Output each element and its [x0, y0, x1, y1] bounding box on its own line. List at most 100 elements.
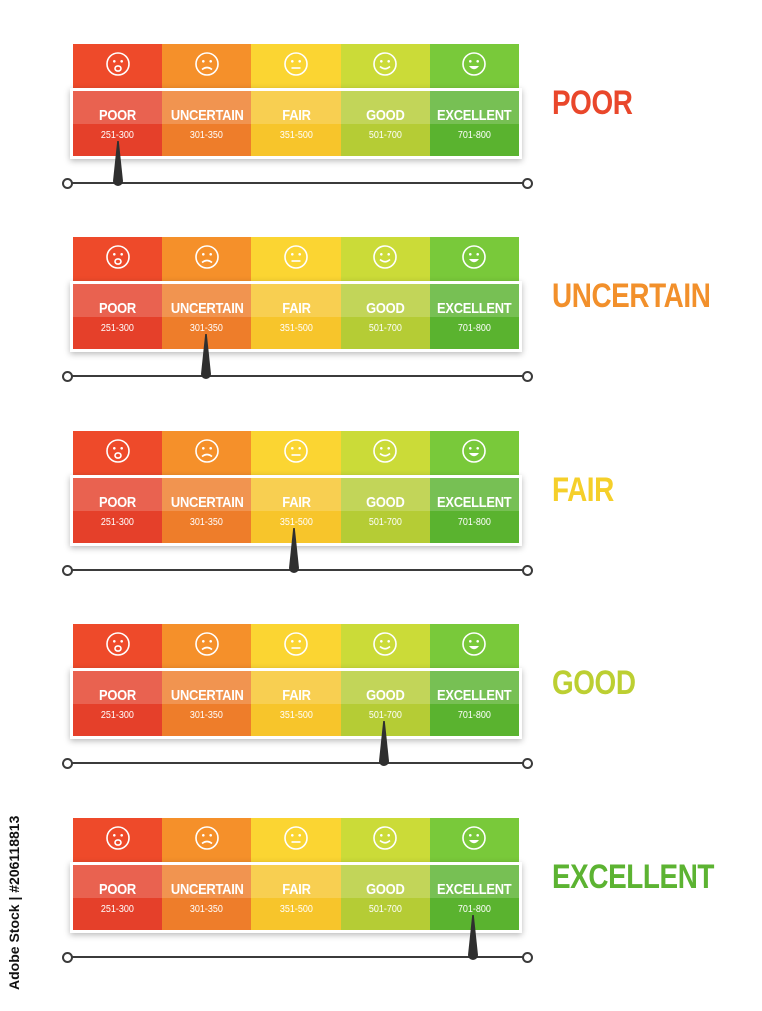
track-end-dot — [522, 952, 533, 963]
frown-face-icon — [194, 51, 220, 82]
face-row — [73, 44, 520, 88]
segment-fair: FAIR 351-500 — [251, 671, 341, 736]
segment-range: 251-300 — [101, 322, 135, 334]
segment-label: UNCERTAIN — [170, 880, 244, 898]
segment-label: FAIR — [281, 106, 311, 124]
segment-good: GOOD 501-700 — [340, 91, 430, 156]
segment-excellent: EXCELLENT 701-800 — [429, 671, 520, 736]
track-end-dot — [62, 952, 73, 963]
segment-range: 251-300 — [101, 903, 135, 915]
face-cell — [162, 818, 252, 862]
face-cell — [340, 431, 430, 475]
needle-icon — [377, 721, 391, 769]
segment-label: UNCERTAIN — [170, 686, 244, 704]
smile-face-icon — [372, 631, 398, 662]
segment-label: GOOD — [366, 299, 405, 317]
worried-face-icon — [105, 244, 131, 275]
segment-poor: POOR 251-300 — [73, 865, 163, 930]
segment-range: 701-800 — [457, 129, 491, 141]
track-end-dot — [522, 565, 533, 576]
segment-range: 501-700 — [368, 516, 402, 528]
face-cell — [73, 624, 163, 668]
segment-label: EXCELLENT — [437, 106, 512, 124]
grin-face-icon — [461, 631, 487, 662]
segment-range: 251-300 — [101, 129, 135, 141]
face-cell — [73, 237, 163, 281]
face-cell — [162, 237, 252, 281]
segment-range: 351-500 — [279, 709, 313, 721]
needle-icon — [111, 141, 125, 189]
segment-label: FAIR — [281, 493, 311, 511]
segment-uncertain: UNCERTAIN 301-350 — [162, 284, 252, 349]
segment-label: FAIR — [281, 686, 311, 704]
face-row — [73, 237, 520, 281]
segment-poor: POOR 251-300 — [73, 284, 163, 349]
grin-face-icon — [461, 438, 487, 469]
face-cell — [340, 237, 430, 281]
segment-label: EXCELLENT — [437, 299, 512, 317]
smile-face-icon — [372, 825, 398, 856]
segment-label: EXCELLENT — [437, 493, 512, 511]
smile-face-icon — [372, 51, 398, 82]
segment-label: POOR — [99, 299, 137, 317]
grin-face-icon — [461, 825, 487, 856]
needle-track — [64, 762, 528, 764]
neutral-face-icon — [283, 825, 309, 856]
track-end-dot — [62, 565, 73, 576]
segment-range: 501-700 — [368, 129, 402, 141]
face-cell — [429, 431, 520, 475]
segment-range: 701-800 — [457, 709, 491, 721]
segment-uncertain: UNCERTAIN 301-350 — [162, 91, 252, 156]
face-row — [73, 818, 520, 862]
face-cell — [340, 44, 430, 88]
segment-fair: FAIR 351-500 — [251, 478, 341, 543]
score-bar: POOR 251-300 UNCERTAIN 301-350 FAIR 351-500 GO… — [70, 668, 522, 739]
segment-range: 301-350 — [190, 709, 224, 721]
segment-poor: POOR 251-300 — [73, 671, 163, 736]
segment-label: FAIR — [281, 299, 311, 317]
segment-excellent: EXCELLENT 701-800 — [429, 865, 520, 930]
segment-range: 351-500 — [279, 129, 313, 141]
face-cell — [251, 431, 341, 475]
face-cell — [340, 818, 430, 862]
segment-range: 501-700 — [368, 322, 402, 334]
segment-label: POOR — [99, 106, 137, 124]
segment-range: 351-500 — [279, 322, 313, 334]
segment-range: 701-800 — [457, 322, 491, 334]
face-cell — [162, 44, 252, 88]
face-cell — [340, 624, 430, 668]
segment-range: 301-350 — [190, 129, 224, 141]
segment-label: EXCELLENT — [437, 686, 512, 704]
face-row — [73, 431, 520, 475]
smile-face-icon — [372, 438, 398, 469]
segment-label: GOOD — [366, 880, 405, 898]
segment-range: 701-800 — [457, 516, 491, 528]
stock-credit: Adobe Stock | #206118813 — [6, 815, 22, 990]
face-cell — [251, 818, 341, 862]
segment-range: 301-350 — [190, 516, 224, 528]
face-cell — [73, 44, 163, 88]
face-cell — [429, 237, 520, 281]
needle-icon — [466, 915, 480, 963]
segment-range: 301-350 — [190, 903, 224, 915]
frown-face-icon — [194, 244, 220, 275]
score-meter: POOR 251-300 UNCERTAIN 301-350 FAIR 351-500 GO… — [0, 237, 762, 430]
face-cell — [251, 624, 341, 668]
segment-range: 501-700 — [368, 709, 402, 721]
segment-range: 251-300 — [101, 709, 135, 721]
score-meter: POOR 251-300 UNCERTAIN 301-350 FAIR 351-500 GO… — [0, 624, 762, 817]
track-end-dot — [62, 758, 73, 769]
segment-excellent: EXCELLENT 701-800 — [429, 91, 520, 156]
segment-uncertain: UNCERTAIN 301-350 — [162, 865, 252, 930]
segment-range: 501-700 — [368, 903, 402, 915]
worried-face-icon — [105, 631, 131, 662]
needle-track — [64, 375, 528, 377]
needle-icon — [199, 334, 213, 382]
needle-track — [64, 956, 528, 958]
segment-label: POOR — [99, 686, 137, 704]
worried-face-icon — [105, 825, 131, 856]
track-end-dot — [522, 371, 533, 382]
face-cell — [73, 431, 163, 475]
frown-face-icon — [194, 631, 220, 662]
track-end-dot — [522, 178, 533, 189]
